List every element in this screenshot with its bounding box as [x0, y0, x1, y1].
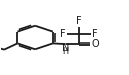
Text: H: H: [63, 47, 69, 56]
Text: F: F: [76, 16, 82, 26]
Text: O: O: [91, 39, 99, 49]
Text: F: F: [60, 29, 66, 39]
Text: N: N: [62, 43, 69, 53]
Text: F: F: [92, 29, 98, 39]
